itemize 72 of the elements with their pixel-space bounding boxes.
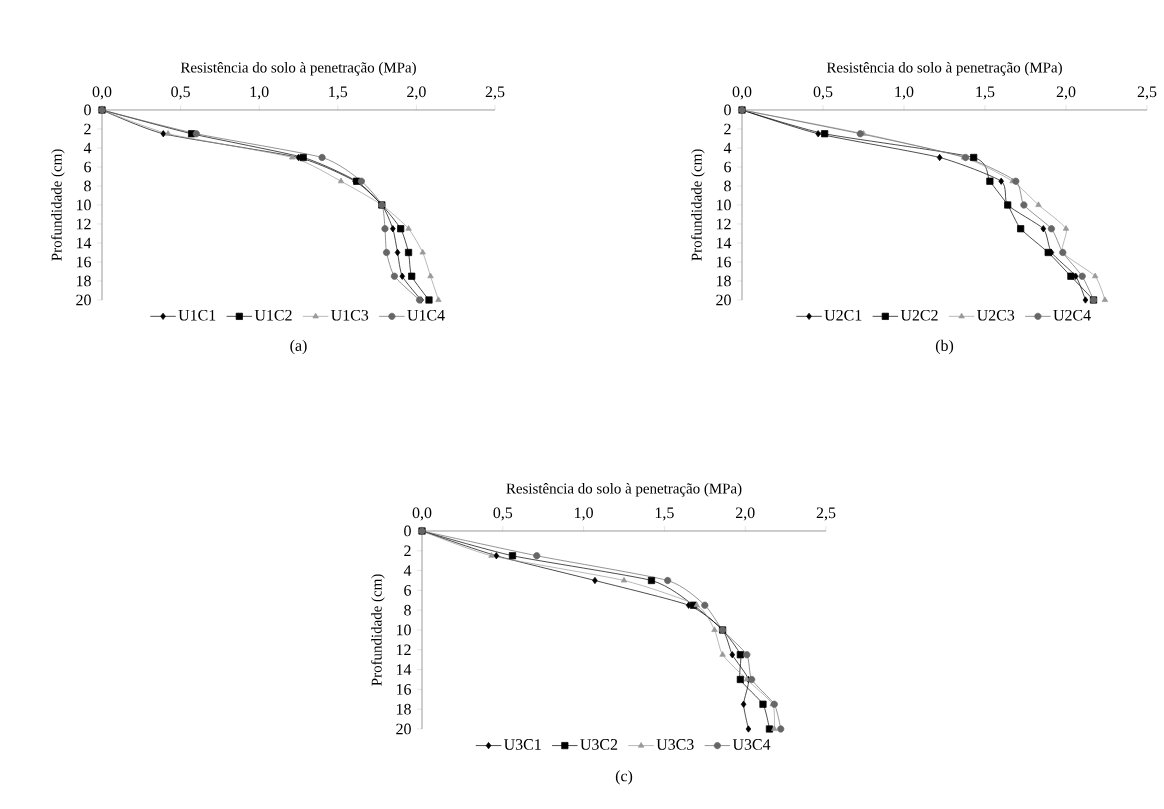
y-tick-label: 12 bbox=[396, 644, 411, 656]
y-axis-title: Profundidade (cm) bbox=[371, 574, 385, 686]
x-tick-label: 1,0 bbox=[250, 86, 269, 100]
legend-label: U1C4 bbox=[407, 309, 445, 321]
legend-label: U3C2 bbox=[580, 739, 618, 750]
y-tick-label: 8 bbox=[724, 180, 731, 192]
y-tick-label: 2 bbox=[84, 123, 91, 135]
x-tick-label: 1,0 bbox=[575, 507, 593, 521]
y-tick-label: 10 bbox=[396, 624, 411, 636]
x-axis-title: Resistência do solo à penetração (MPa) bbox=[826, 62, 1062, 76]
y-axis-title: Profundidade (cm) bbox=[51, 149, 65, 261]
y-tick-label: 4 bbox=[403, 565, 412, 576]
y-tick-label: 18 bbox=[716, 275, 731, 287]
x-axis-title: Resistência do solo à penetração (MPa) bbox=[506, 483, 742, 497]
y-tick-label: 10 bbox=[716, 199, 731, 211]
x-tick-label: 0,5 bbox=[493, 507, 513, 521]
x-tick-label: 1,0 bbox=[895, 86, 914, 100]
x-tick-label: 1,5 bbox=[976, 86, 995, 100]
y-tick-label: 14 bbox=[716, 237, 732, 249]
y-tick-label: 6 bbox=[724, 161, 732, 173]
y-tick-label: 8 bbox=[404, 604, 411, 616]
x-tick-label: 2,5 bbox=[816, 507, 836, 521]
x-tick-label: 0,5 bbox=[813, 86, 833, 100]
y-tick-label: 16 bbox=[396, 684, 412, 695]
x-tick-label: 0,0 bbox=[732, 86, 752, 100]
x-tick-label: 2,5 bbox=[485, 86, 505, 100]
text: (a) bbox=[290, 339, 307, 355]
legend-label: U1C3 bbox=[331, 309, 369, 321]
y-axis-title: Profundidade (cm) bbox=[691, 149, 705, 261]
x-tick-label: 1,5 bbox=[329, 86, 348, 100]
x-tick-label: 2,5 bbox=[1137, 86, 1157, 100]
legend-label: U2C4 bbox=[1053, 309, 1091, 321]
x-tick-label: 2,0 bbox=[407, 86, 426, 100]
legend-label: U3C3 bbox=[656, 739, 694, 750]
x-tick-label: 1,5 bbox=[655, 507, 674, 521]
y-tick-label: 18 bbox=[76, 275, 91, 287]
x-tick-label: 0,0 bbox=[412, 507, 432, 521]
y-tick-label: 14 bbox=[76, 237, 92, 249]
y-tick-label: 12 bbox=[76, 218, 91, 230]
legend-label: U2C1 bbox=[824, 309, 862, 321]
y-tick-label: 6 bbox=[84, 161, 92, 173]
legend-label: U3C4 bbox=[732, 739, 771, 750]
y-tick-label: 16 bbox=[716, 256, 732, 268]
y-tick-label: 6 bbox=[404, 585, 412, 596]
legend-label: U2C3 bbox=[977, 309, 1015, 321]
y-tick-label: 12 bbox=[716, 218, 731, 230]
legend-label: U3C1 bbox=[503, 739, 541, 750]
y-tick-label: 4 bbox=[83, 142, 92, 154]
x-axis-title: Resistência do solo à penetração (MPa) bbox=[180, 62, 416, 76]
y-tick-label: 16 bbox=[76, 256, 92, 268]
x-tick-label: 2,0 bbox=[1056, 86, 1076, 100]
y-tick-label: 20 bbox=[716, 294, 731, 306]
y-tick-label: 4 bbox=[723, 142, 732, 154]
y-tick-label: 8 bbox=[84, 180, 91, 192]
legend-label: U1C1 bbox=[178, 309, 216, 321]
x-tick-label: 2,0 bbox=[735, 507, 755, 521]
y-tick-label: 20 bbox=[396, 723, 411, 735]
y-tick-label: 10 bbox=[76, 199, 91, 211]
legend-label: U1C2 bbox=[254, 309, 292, 321]
y-tick-label: 0 bbox=[404, 525, 411, 537]
x-tick-label: 0,0 bbox=[92, 86, 112, 100]
y-tick-label: 0 bbox=[84, 104, 91, 116]
y-tick-label: 14 bbox=[396, 664, 412, 675]
y-tick-label: 0 bbox=[724, 104, 731, 116]
text: (c) bbox=[615, 770, 633, 785]
y-tick-label: 18 bbox=[396, 703, 411, 715]
y-tick-label: 2 bbox=[724, 123, 731, 135]
text: (b) bbox=[935, 339, 954, 355]
x-tick-label: 0,5 bbox=[171, 86, 190, 100]
y-tick-label: 20 bbox=[76, 294, 91, 306]
legend-label: U2C2 bbox=[900, 309, 938, 321]
y-tick-label: 2 bbox=[404, 545, 411, 557]
